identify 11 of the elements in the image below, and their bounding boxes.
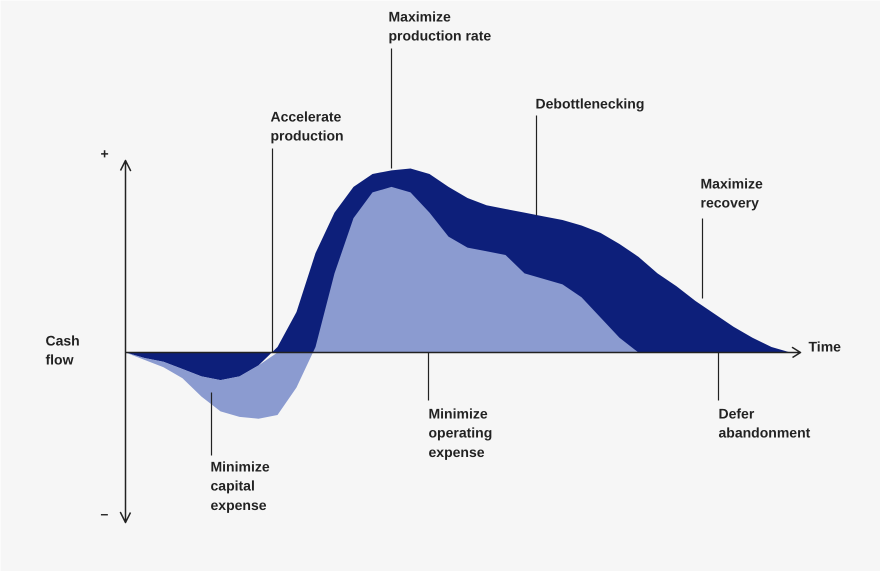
y-axis-title: Cash flow [46, 332, 80, 368]
annotation: Maximize recovery [700, 176, 763, 211]
x-axis-title: Time [808, 338, 842, 354]
text: Accelerate production [270, 108, 344, 144]
annotation: Defer abandonment [718, 406, 811, 441]
annotation: Minimize operating expense [428, 406, 492, 460]
text: + [100, 146, 109, 162]
text: Debottlenecking [536, 96, 644, 112]
text: Minimize capital expense [210, 458, 270, 513]
text: – [100, 506, 108, 522]
text: Maximize production rate [388, 8, 492, 44]
